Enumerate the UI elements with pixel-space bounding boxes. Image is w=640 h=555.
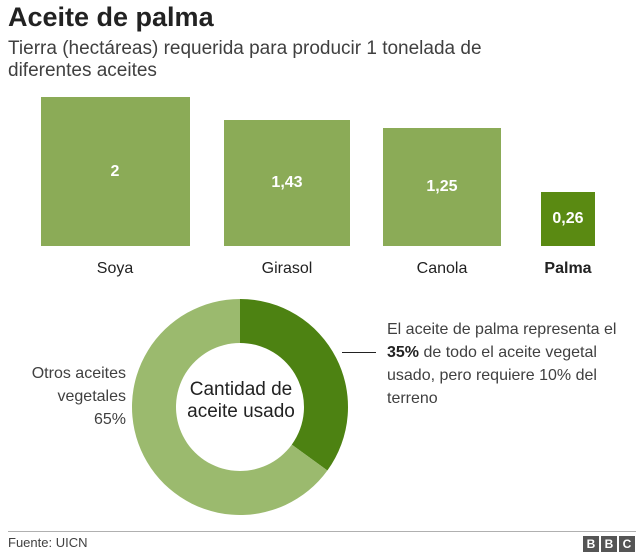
- footer-divider: [8, 531, 636, 532]
- logo-letter: B: [583, 536, 599, 552]
- others-label-line1: Otros aceites: [31, 365, 126, 382]
- palm-annotation: El aceite de palma representa el 35% de …: [387, 318, 637, 410]
- bbc-logo: B B C: [583, 536, 635, 552]
- chart-subtitle: Tierra (hectáreas) requerida para produc…: [8, 38, 482, 81]
- source-note: Fuente: UICN: [8, 535, 88, 550]
- annotation-percent: 35%: [387, 344, 420, 361]
- donut-chart: [132, 299, 348, 515]
- category-label-palma: Palma: [544, 260, 592, 277]
- square-value: 2: [110, 162, 120, 180]
- annotation-leader-line: [342, 352, 376, 353]
- square-girasol: 1,43: [224, 120, 350, 246]
- annotation-text-start: El aceite de palma representa el: [387, 321, 617, 338]
- chart-title: Aceite de palma: [8, 2, 214, 32]
- others-value: 65%: [93, 411, 126, 428]
- square-palma: 0,26: [541, 192, 595, 246]
- annotation-text-end: de todo el aceite vegetal usado, pero re…: [387, 344, 597, 407]
- square-soya: 2: [40, 97, 190, 246]
- square-value: 0,26: [552, 210, 584, 228]
- others-label-line2: vegetales: [57, 388, 127, 405]
- category-label-girasol: Girasol: [261, 260, 313, 277]
- category-label-canola: Canola: [416, 260, 468, 277]
- donut-slice-palma: [240, 299, 348, 471]
- square-value: 1,25: [426, 178, 458, 196]
- logo-letter: B: [601, 536, 617, 552]
- donut-center-label: Cantidad de aceite usado: [187, 379, 295, 422]
- others-label: Otros aceites vegetales 65%: [0, 362, 126, 431]
- square-value: 1,43: [271, 173, 303, 191]
- logo-letter: C: [619, 536, 635, 552]
- donut-slice-otros: [132, 299, 328, 515]
- square-canola: 1,25: [383, 128, 501, 246]
- category-label-soya: Soya: [96, 260, 134, 277]
